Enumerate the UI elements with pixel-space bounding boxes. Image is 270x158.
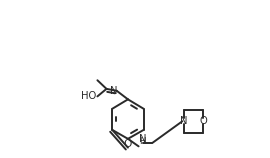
- Text: O: O: [124, 140, 132, 149]
- Text: H: H: [139, 137, 146, 146]
- Text: N: N: [139, 134, 147, 143]
- Text: HO: HO: [81, 91, 97, 101]
- Text: O: O: [199, 116, 207, 126]
- Text: N: N: [110, 86, 117, 96]
- Text: N: N: [180, 116, 187, 126]
